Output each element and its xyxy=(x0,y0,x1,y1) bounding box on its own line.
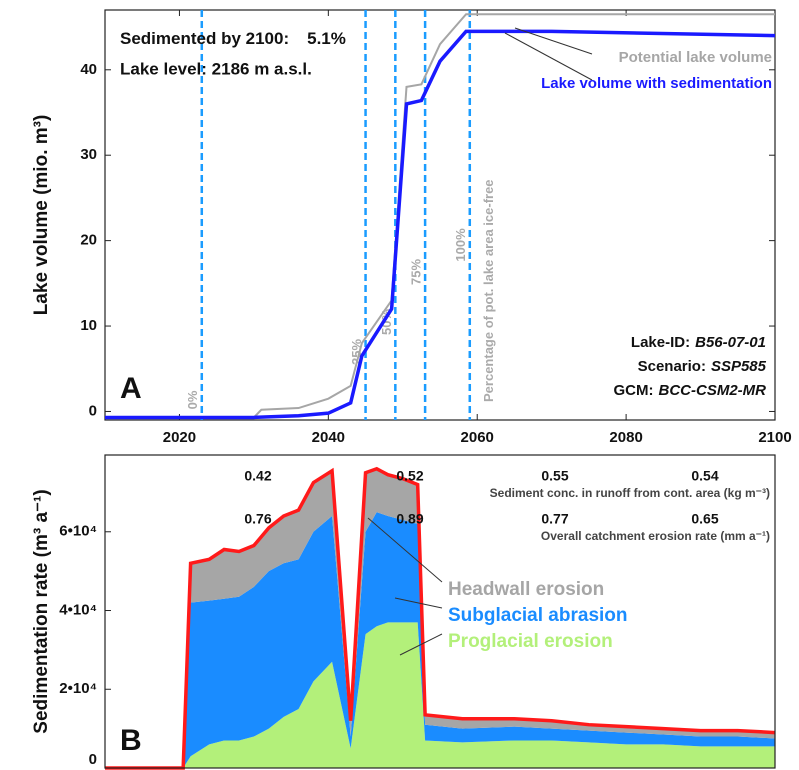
sediment-note: Sedimented by 2100: 5.1% xyxy=(120,29,346,48)
total-outline xyxy=(105,466,776,770)
y-tick-label: 10 xyxy=(80,317,97,334)
stacked-area xyxy=(105,468,775,768)
legend-label: Proglacial erosion xyxy=(448,631,613,652)
erosion-rate-value: 0.77 xyxy=(541,511,568,527)
info-key: GCM: xyxy=(614,382,654,399)
legend-label: Subglacial abrasion xyxy=(448,605,628,626)
info-value: BCC-CSM2-MR xyxy=(659,382,767,399)
y-tick-label: 6•10⁴ xyxy=(59,523,97,540)
plot-frame xyxy=(104,9,776,421)
y-tick-label: 0 xyxy=(89,751,97,768)
marker-label: 75% xyxy=(409,259,424,285)
info-value: SSP585 xyxy=(711,358,767,375)
info-key: Scenario: xyxy=(638,358,706,375)
y-tick-label: 20 xyxy=(80,232,97,249)
stacked-area xyxy=(105,622,775,768)
legend-leader xyxy=(514,27,593,55)
x-tick-label: 2020 xyxy=(163,429,196,446)
y-tick-label: 2•10⁴ xyxy=(59,680,97,697)
legend-leader xyxy=(399,633,443,656)
stacked-area xyxy=(105,512,775,768)
info-value: B56-07-01 xyxy=(695,334,766,351)
erosion-rate-label: Overall catchment erosion rate (mm a⁻¹) xyxy=(541,529,770,543)
x-tick-label: 2100 xyxy=(758,429,791,446)
info-line: Scenario: SSP585 xyxy=(638,358,767,375)
x-tick-label: 2040 xyxy=(312,429,345,446)
y-tick-label: 30 xyxy=(80,146,97,163)
legend-label: Potential lake volume xyxy=(619,49,772,66)
sediment-text: Sedimented by 2100: xyxy=(120,29,289,48)
panel-label: B xyxy=(120,724,142,757)
erosion-rate-value: 0.89 xyxy=(396,511,423,527)
legend-leader xyxy=(367,517,443,583)
sediment-conc-value: 0.55 xyxy=(541,468,568,484)
y-tick-label: 4•10⁴ xyxy=(59,601,97,618)
marker-label: 100% xyxy=(453,228,468,262)
legend-leader xyxy=(504,32,593,81)
marker-label: 0% xyxy=(185,390,200,409)
y-axis-label: Lake volume (mio. m³) xyxy=(31,115,52,316)
panel-label: A xyxy=(120,372,142,405)
info-line: GCM: BCC-CSM2-MR xyxy=(614,382,767,399)
info-key: Lake-ID: xyxy=(631,334,690,351)
sediment-conc-value: 0.52 xyxy=(396,468,423,484)
y-axis-label: Sedimentation rate (m³ a⁻¹) xyxy=(31,489,52,733)
info-line: Lake-ID: B56-07-01 xyxy=(631,334,766,351)
marker-label: 50% xyxy=(379,309,394,335)
erosion-rate-value: 0.65 xyxy=(691,511,718,527)
legend-leader xyxy=(394,597,443,609)
sediment-conc-label: Sediment conc. in runoff from cont. area… xyxy=(490,486,770,500)
y-tick-label: 40 xyxy=(80,61,97,78)
sediment-value: 5.1% xyxy=(307,29,346,48)
erosion-rate-value: 0.76 xyxy=(244,511,271,527)
x-tick-label: 2080 xyxy=(609,429,642,446)
series-line xyxy=(105,13,775,419)
y-tick-label: 0 xyxy=(89,402,97,419)
marker-axis-label: Percentage of pot. lake area ice-free xyxy=(481,179,496,402)
legend-label: Headwall erosion xyxy=(448,579,604,600)
plot-frame xyxy=(104,454,776,769)
legend-label: Lake volume with sedimentation xyxy=(541,75,772,92)
x-tick-label: 2060 xyxy=(461,429,494,446)
sediment-conc-value: 0.54 xyxy=(691,468,718,484)
lake-level: Lake level: 2186 m a.s.l. xyxy=(120,59,312,78)
sediment-conc-value: 0.42 xyxy=(244,468,271,484)
series-line xyxy=(105,29,776,420)
